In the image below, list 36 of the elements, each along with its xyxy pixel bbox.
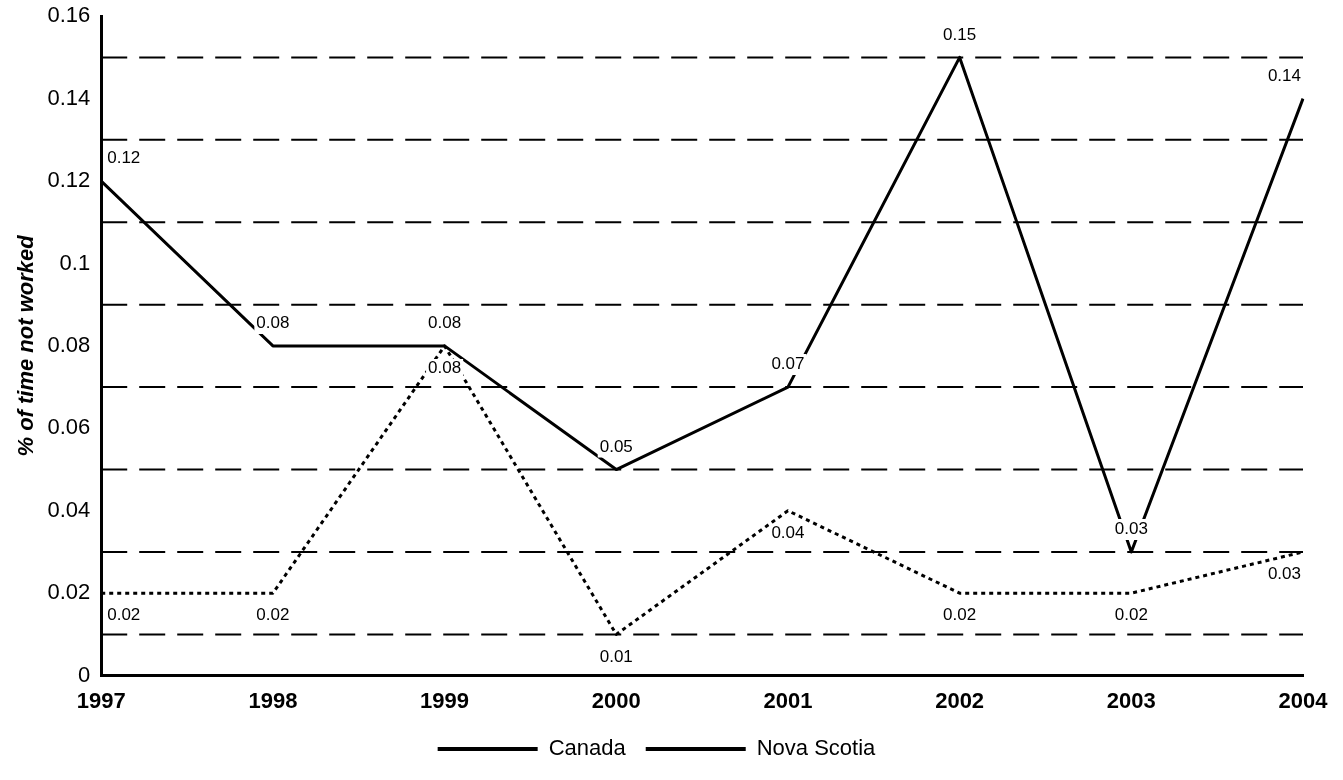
legend-label: Nova Scotia — [756, 735, 877, 761]
data-label: 0.05 — [599, 436, 633, 456]
y-axis-title: % of time not worked — [13, 234, 39, 457]
y-tick-label: 0.1 — [59, 249, 91, 275]
data-label: 0.08 — [428, 358, 462, 378]
y-tick-label: 0.08 — [47, 331, 91, 357]
y-tick-label: 0.14 — [47, 84, 91, 110]
y-tick-label: 0.02 — [47, 579, 91, 605]
x-tick-label: 1999 — [420, 687, 470, 713]
data-label: 0.02 — [943, 605, 977, 625]
y-tick-label: 0 — [77, 661, 91, 687]
data-label: 0.12 — [107, 148, 141, 168]
data-label: 0.07 — [771, 354, 805, 374]
x-tick-label: 2004 — [1278, 687, 1329, 713]
data-label: 0.03 — [1114, 519, 1148, 539]
data-label: 0.02 — [256, 605, 290, 625]
data-label: 0.08 — [256, 313, 290, 333]
data-label: 0.08 — [428, 313, 462, 333]
x-tick-label: 1998 — [248, 687, 298, 713]
data-label: 0.01 — [599, 646, 633, 666]
x-tick-label: 2003 — [1106, 687, 1156, 713]
legend-label: Canada — [548, 735, 627, 761]
y-tick-label: 0.16 — [47, 2, 91, 28]
x-tick-label: 1997 — [76, 687, 126, 713]
data-label: 0.14 — [1267, 65, 1301, 85]
y-tick-label: 0.04 — [47, 496, 91, 522]
data-label: 0.15 — [943, 24, 977, 44]
x-tick-label: 2000 — [591, 687, 641, 713]
data-label: 0.02 — [1114, 605, 1148, 625]
x-tick-label: 2002 — [935, 687, 985, 713]
data-label: 0.02 — [107, 605, 141, 625]
y-tick-label: 0.06 — [47, 414, 91, 440]
x-tick-label: 2001 — [763, 687, 813, 713]
y-tick-label: 0.12 — [47, 167, 91, 193]
data-label: 0.04 — [771, 522, 805, 542]
data-label: 0.03 — [1267, 564, 1301, 584]
